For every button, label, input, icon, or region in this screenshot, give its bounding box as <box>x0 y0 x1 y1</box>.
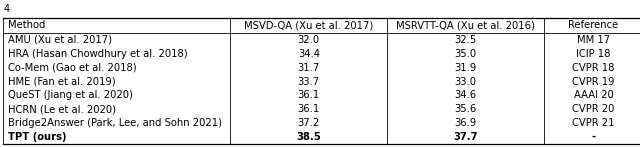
Text: 33.7: 33.7 <box>298 77 320 87</box>
Text: 34.6: 34.6 <box>454 90 477 100</box>
Text: 36.1: 36.1 <box>298 90 320 100</box>
Text: CVPR 20: CVPR 20 <box>572 104 615 114</box>
Text: 37.7: 37.7 <box>453 132 478 142</box>
Text: Reference: Reference <box>568 20 619 30</box>
Text: 31.7: 31.7 <box>298 63 320 73</box>
Text: HCRN (Le et al. 2020): HCRN (Le et al. 2020) <box>8 104 116 114</box>
Text: 4: 4 <box>3 4 10 14</box>
Text: HME (Fan et al. 2019): HME (Fan et al. 2019) <box>8 77 116 87</box>
Text: 35.0: 35.0 <box>454 49 477 59</box>
Text: CVPR 19: CVPR 19 <box>572 77 615 87</box>
Text: MM 17: MM 17 <box>577 35 610 45</box>
Text: 33.0: 33.0 <box>454 77 477 87</box>
Text: MSVD-QA (Xu et al. 2017): MSVD-QA (Xu et al. 2017) <box>244 20 373 30</box>
Text: 37.2: 37.2 <box>298 118 320 128</box>
Text: 36.9: 36.9 <box>454 118 477 128</box>
Text: 32.0: 32.0 <box>298 35 320 45</box>
Text: Co-Mem (Gao et al. 2018): Co-Mem (Gao et al. 2018) <box>8 63 137 73</box>
Text: 31.9: 31.9 <box>454 63 477 73</box>
Text: -: - <box>591 132 596 142</box>
Text: Method: Method <box>8 20 45 30</box>
Text: 38.5: 38.5 <box>296 132 321 142</box>
Text: AMU (Xu et al. 2017): AMU (Xu et al. 2017) <box>8 35 113 45</box>
Text: 35.6: 35.6 <box>454 104 477 114</box>
Text: MSRVTT-QA (Xu et al. 2016): MSRVTT-QA (Xu et al. 2016) <box>396 20 535 30</box>
Text: ICIP 18: ICIP 18 <box>577 49 611 59</box>
Text: QueST (Jiang et al. 2020): QueST (Jiang et al. 2020) <box>8 90 133 100</box>
Text: 34.4: 34.4 <box>298 49 320 59</box>
Text: 36.1: 36.1 <box>298 104 320 114</box>
Text: HRA (Hasan Chowdhury et al. 2018): HRA (Hasan Chowdhury et al. 2018) <box>8 49 188 59</box>
Text: Bridge2Answer (Park, Lee, and Sohn 2021): Bridge2Answer (Park, Lee, and Sohn 2021) <box>8 118 222 128</box>
Text: AAAI 20: AAAI 20 <box>573 90 614 100</box>
Text: CVPR 18: CVPR 18 <box>572 63 615 73</box>
Text: TPT (ours): TPT (ours) <box>8 132 67 142</box>
Text: 32.5: 32.5 <box>454 35 477 45</box>
Text: CVPR 21: CVPR 21 <box>572 118 615 128</box>
